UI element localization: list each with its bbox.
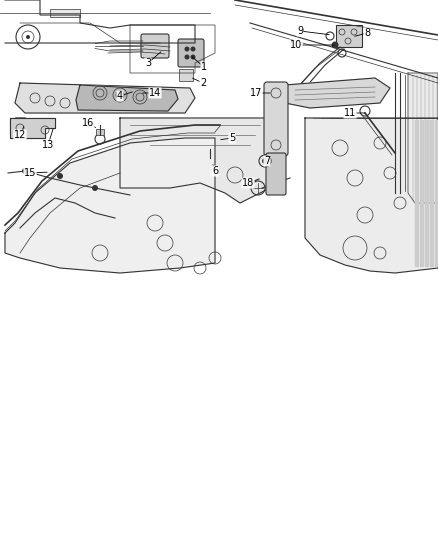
FancyBboxPatch shape: [141, 34, 169, 58]
Polygon shape: [120, 118, 270, 203]
FancyBboxPatch shape: [178, 39, 204, 67]
Text: 17: 17: [250, 88, 262, 98]
Circle shape: [22, 168, 28, 174]
Text: 1: 1: [201, 62, 207, 72]
Text: 7: 7: [264, 156, 270, 166]
Bar: [50, 9, 80, 17]
Polygon shape: [430, 120, 433, 266]
Text: 15: 15: [24, 168, 36, 178]
Text: 5: 5: [229, 133, 235, 143]
Text: 13: 13: [42, 140, 54, 150]
Bar: [185, 181, 210, 187]
Bar: [210, 130, 222, 148]
Text: 2: 2: [200, 78, 206, 88]
Bar: [179, 69, 193, 81]
Text: 18: 18: [242, 178, 254, 188]
Text: 6: 6: [212, 166, 218, 176]
Circle shape: [26, 35, 30, 39]
Text: 14: 14: [149, 88, 161, 98]
Polygon shape: [305, 118, 438, 273]
Polygon shape: [435, 120, 438, 266]
FancyBboxPatch shape: [266, 153, 286, 195]
Circle shape: [262, 158, 268, 164]
Polygon shape: [408, 73, 438, 203]
Polygon shape: [425, 120, 428, 266]
Circle shape: [184, 54, 190, 60]
Bar: [96, 129, 104, 135]
Circle shape: [184, 46, 190, 52]
Text: 4: 4: [117, 91, 123, 101]
Circle shape: [92, 185, 98, 191]
Text: 9: 9: [297, 26, 303, 36]
Circle shape: [57, 173, 63, 179]
Text: 11: 11: [344, 108, 356, 118]
Text: 3: 3: [145, 58, 151, 68]
Polygon shape: [15, 83, 195, 113]
Bar: [206, 154, 214, 159]
Bar: [336, 25, 362, 47]
Polygon shape: [415, 120, 418, 266]
Polygon shape: [10, 118, 55, 138]
Text: 8: 8: [364, 28, 370, 38]
FancyBboxPatch shape: [264, 82, 288, 156]
Circle shape: [191, 46, 195, 52]
Polygon shape: [5, 138, 215, 273]
Text: 16: 16: [82, 118, 94, 128]
Polygon shape: [285, 78, 390, 108]
Circle shape: [191, 54, 195, 60]
Text: 12: 12: [14, 130, 26, 140]
Polygon shape: [76, 85, 178, 111]
Text: 10: 10: [290, 40, 302, 50]
Polygon shape: [420, 120, 423, 266]
Bar: [15, 117, 25, 125]
Circle shape: [332, 42, 339, 49]
